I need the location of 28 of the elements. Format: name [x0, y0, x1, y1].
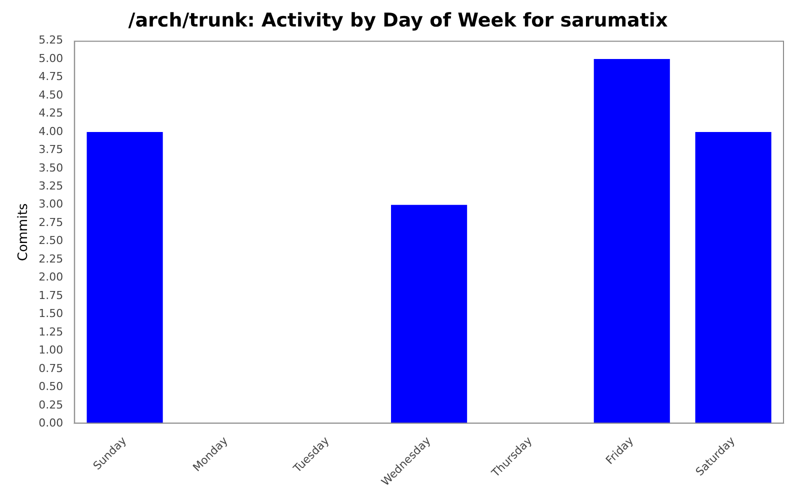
y-tick-label: 1.50 — [38, 307, 64, 320]
y-tick-label: 2.75 — [38, 216, 64, 229]
y-tick-label: 3.00 — [38, 198, 64, 211]
y-axis-title: Commits — [16, 203, 32, 262]
y-tick-label: 1.75 — [38, 288, 64, 302]
y-tick-label: 3.75 — [38, 143, 64, 156]
bar — [391, 204, 468, 424]
y-tick-label: 2.00 — [38, 270, 64, 284]
y-tick-label: 4.75 — [38, 70, 64, 84]
chart-title: /arch/trunk: Activity by Day of Week for sarumatix — [128, 9, 668, 32]
bar — [594, 59, 670, 424]
y-tick-label: 0.00 — [38, 416, 64, 430]
bar — [695, 132, 772, 424]
y-tick-label: 0.25 — [38, 398, 64, 412]
y-tick-label: 3.50 — [38, 161, 64, 174]
y-tick-label: 5.00 — [38, 52, 64, 65]
y-tick-label: 0.75 — [38, 362, 64, 375]
y-tick-label: 2.25 — [38, 252, 64, 266]
y-tick-label: 5.25 — [38, 34, 64, 47]
y-tick-label: 4.50 — [38, 88, 64, 102]
y-tick-label: 1.25 — [38, 325, 64, 338]
y-tick-label: 2.50 — [38, 234, 64, 248]
y-tick-label: 4.25 — [38, 106, 64, 120]
y-tick-label: 4.00 — [38, 124, 64, 138]
bar — [86, 132, 163, 424]
y-tick-label: 1.00 — [38, 344, 64, 357]
y-tick-label: 0.50 — [38, 380, 64, 394]
y-tick-label: 3.25 — [38, 180, 64, 192]
